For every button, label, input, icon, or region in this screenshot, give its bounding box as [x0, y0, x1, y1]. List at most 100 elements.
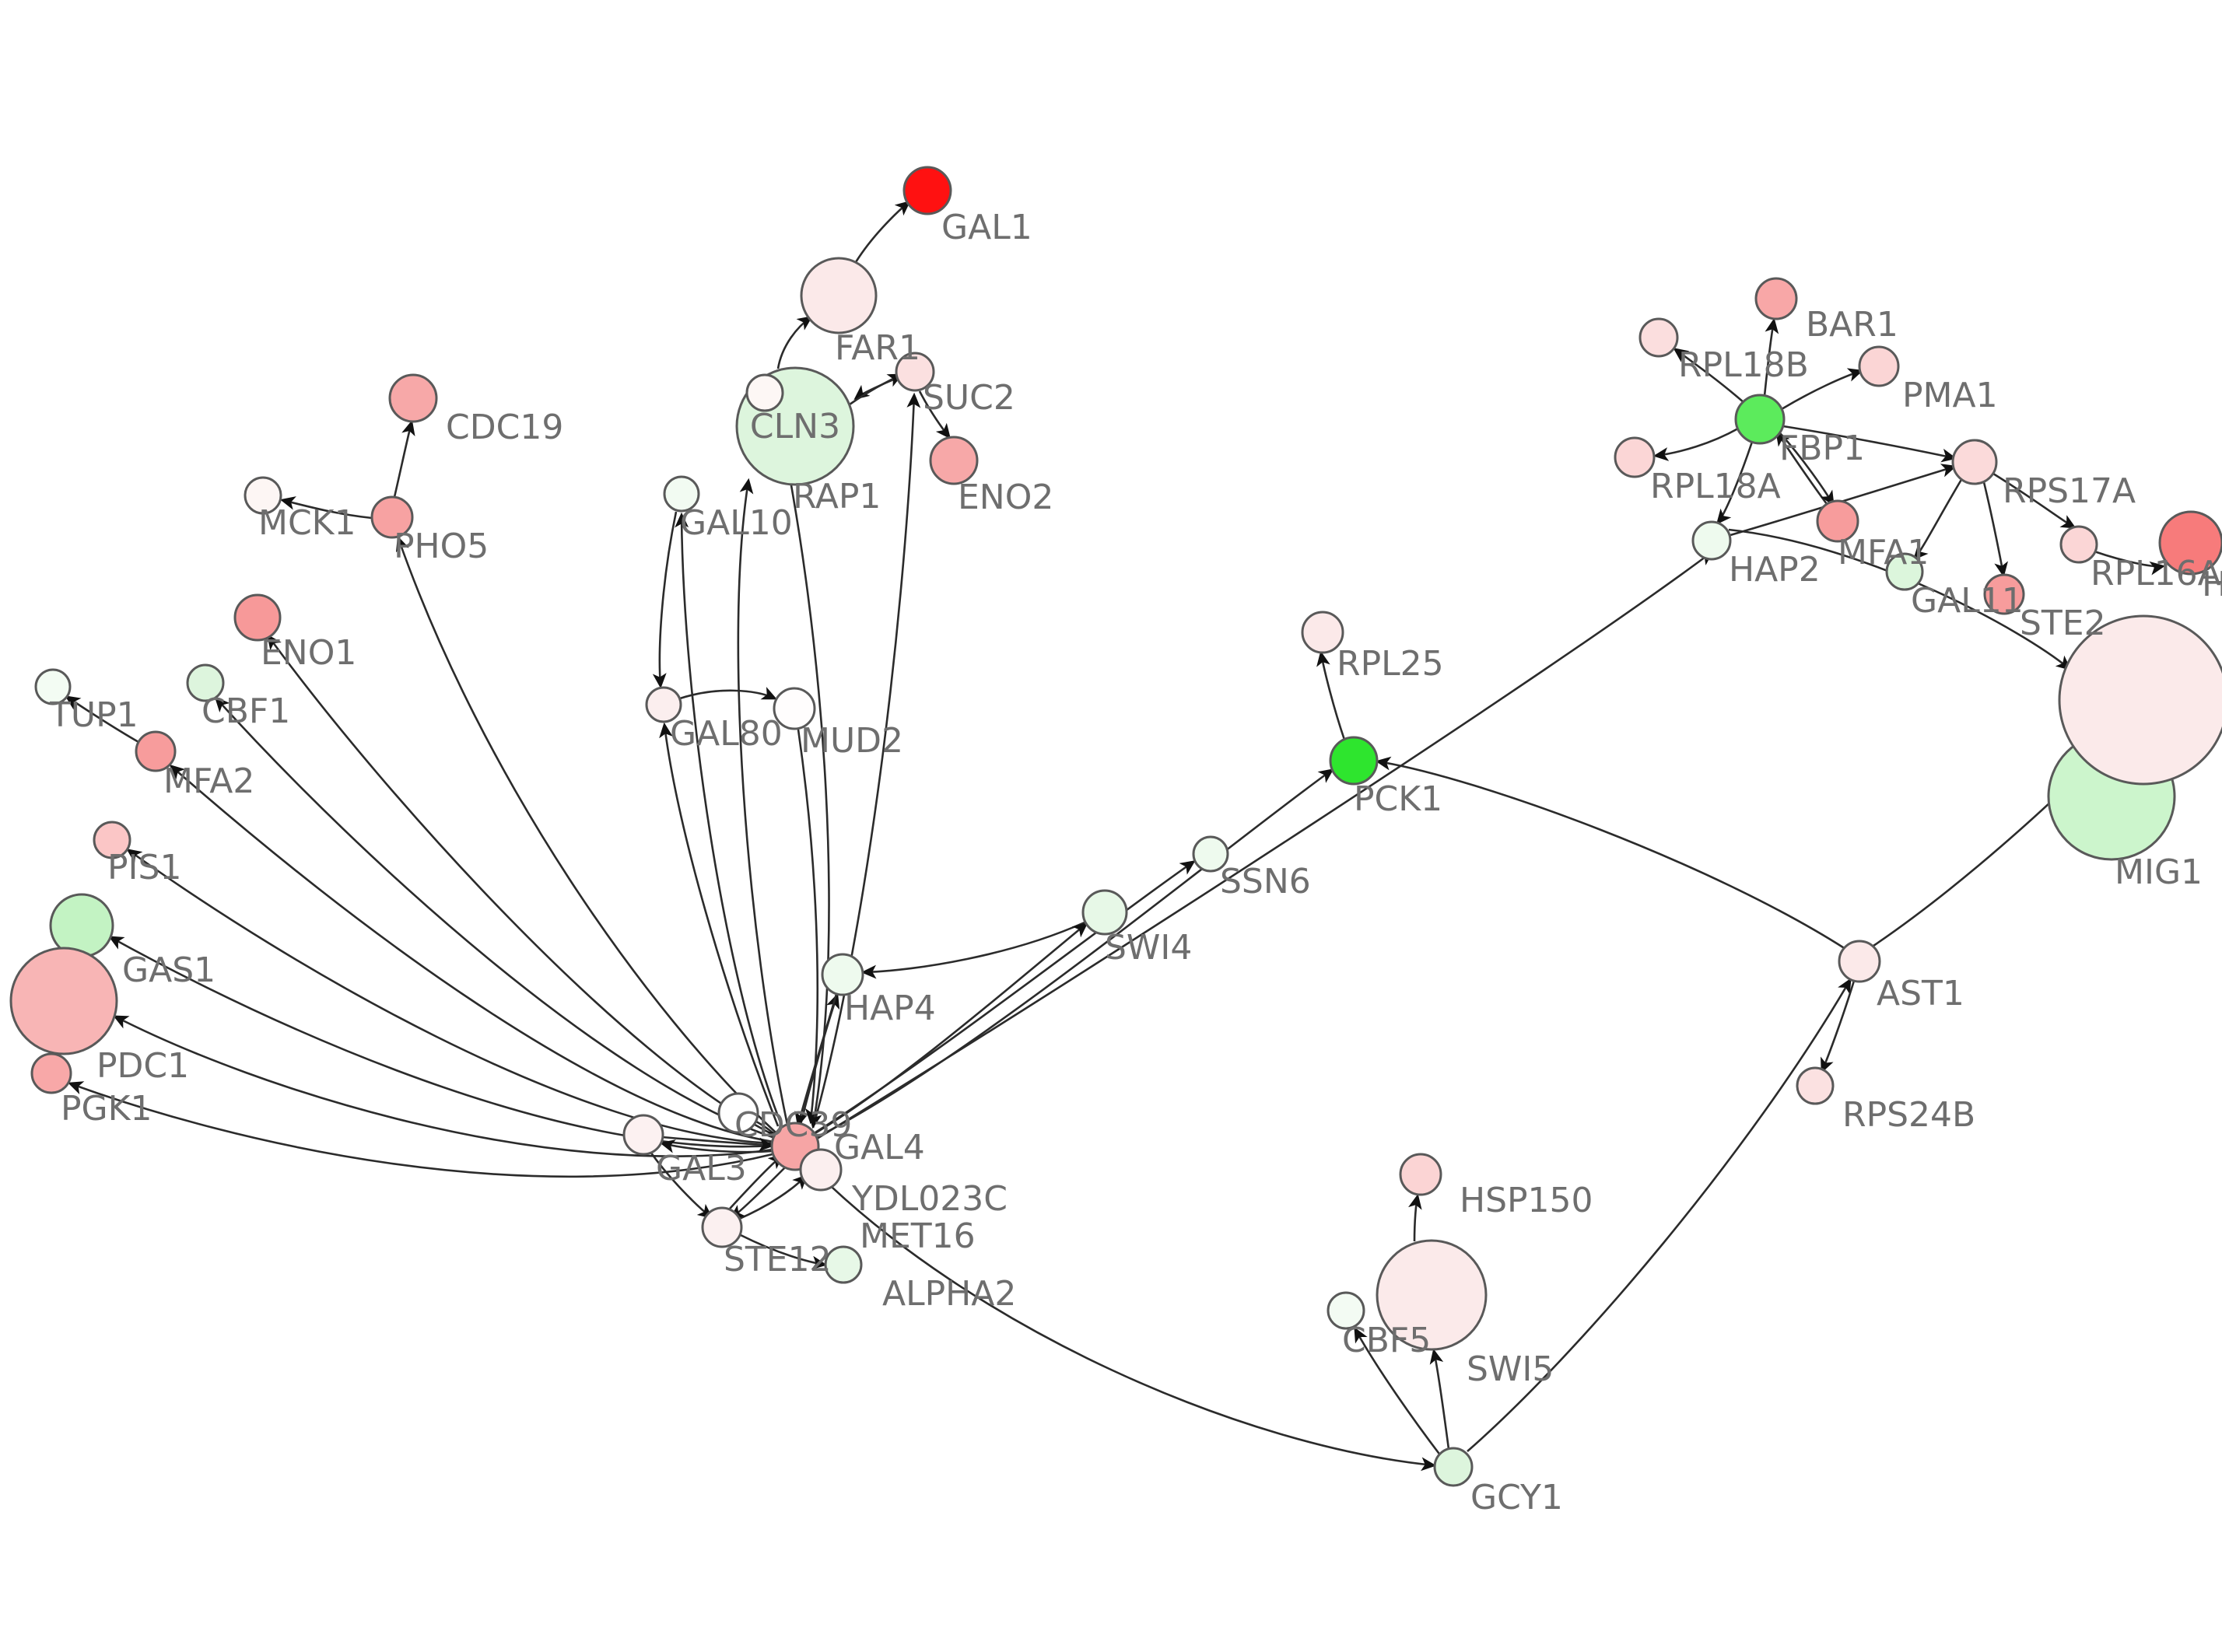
edge-fbp1-to-rps17a[interactable] — [1782, 425, 1957, 463]
node-swi5[interactable] — [1376, 1239, 1488, 1351]
node-rpl18a[interactable] — [1614, 436, 1656, 478]
edge-gal4-to-mfa2[interactable] — [169, 764, 774, 1143]
edge-gcy1-to-swi5[interactable] — [1429, 1348, 1450, 1450]
edge-gal4-to-pdc1[interactable] — [113, 1015, 773, 1157]
edge-gal4-to-cln3[interactable] — [737, 478, 789, 1125]
edge-gal80-to-mud2[interactable] — [679, 687, 777, 700]
edge-cln3-to-suc2[interactable] — [849, 373, 903, 406]
edge-pho5-to-cdc19[interactable] — [393, 419, 415, 498]
edge-mfa1-to-fbp1[interactable] — [1775, 430, 1828, 505]
node-swi4[interactable] — [1081, 889, 1128, 936]
edge-far1-to-gal1[interactable] — [854, 200, 911, 263]
edge-gal10-to-gal80[interactable] — [652, 511, 678, 689]
node-gal1[interactable] — [902, 166, 952, 215]
node-mud2[interactable] — [773, 687, 816, 730]
edge-ste12-to-ydl023c[interactable] — [737, 1174, 808, 1221]
node-tup1[interactable] — [34, 668, 72, 705]
node-ydl023c[interactable] — [799, 1148, 843, 1192]
edge-gcy1-to-ast1[interactable] — [1467, 978, 1852, 1452]
edge-gal4-to-eno1[interactable] — [267, 634, 774, 1136]
edge-gal4-to-gal3[interactable] — [659, 1139, 773, 1153]
node-eno2[interactable] — [929, 436, 979, 485]
node-mck1[interactable] — [244, 476, 282, 515]
nodes-group[interactable] — [9, 166, 2222, 1487]
edge-fbp1-to-rpl18b[interactable] — [1673, 348, 1745, 404]
edge-suc2-to-eno2[interactable] — [918, 390, 952, 439]
edge-mfa2-to-tup1[interactable] — [65, 695, 139, 744]
edge-pho5-to-mck1[interactable] — [279, 496, 373, 520]
node-far1[interactable] — [800, 257, 878, 334]
node-ssn6[interactable] — [1192, 835, 1229, 873]
node-eno1[interactable] — [233, 593, 282, 642]
edge-gal4-to-cbf1[interactable] — [214, 696, 773, 1139]
node-cdc39[interactable] — [717, 1092, 759, 1134]
edge-gal4-to-gal10[interactable] — [675, 512, 783, 1127]
node-rps24b[interactable] — [1796, 1066, 1835, 1105]
node-gal3[interactable] — [622, 1114, 664, 1156]
node-rps17a[interactable] — [1951, 439, 1998, 485]
edge-gal4-to-pgk1[interactable] — [67, 1081, 773, 1178]
edge-swi4-to-hap4[interactable] — [860, 921, 1085, 979]
node-pis1[interactable] — [93, 821, 131, 859]
node-gal80[interactable] — [645, 686, 682, 723]
node-gcy1[interactable] — [1433, 1447, 1474, 1487]
node-rpl18b[interactable] — [1638, 317, 1679, 358]
edge-gal4-to-swi4[interactable] — [813, 922, 1088, 1136]
node-hap2[interactable] — [1691, 520, 1732, 561]
node-ast1[interactable] — [1838, 940, 1881, 983]
edge-gal4-to-pis1[interactable] — [126, 849, 773, 1145]
edge-swi5-to-hsp150[interactable] — [1408, 1193, 1422, 1242]
node-suc2[interactable] — [895, 352, 935, 392]
node-hap4[interactable] — [821, 953, 864, 996]
edge-gal4-to-gal80[interactable] — [659, 722, 780, 1127]
node-fbp1[interactable] — [1734, 394, 1786, 445]
edge-fbp1-to-hap2[interactable] — [1716, 441, 1754, 525]
edge-ast1-to-pck1[interactable] — [1375, 756, 1846, 950]
node-mfa1[interactable] — [1816, 499, 1859, 543]
node-cbf1[interactable] — [186, 663, 225, 702]
edge-hap2-to-mcm1[interactable] — [1728, 528, 2072, 671]
node-gal11[interactable] — [1885, 552, 1924, 591]
edge-gal3-to-gal4[interactable] — [661, 1136, 775, 1152]
node-ste12[interactable] — [701, 1206, 743, 1248]
edge-pck1-to-rpl25[interactable] — [1316, 650, 1346, 740]
node-pma1[interactable] — [1858, 345, 1900, 387]
node-hsp150[interactable] — [1399, 1153, 1442, 1196]
edge-rps17a-to-gal11[interactable] — [1912, 478, 1964, 561]
edge-hap4-to-gal4[interactable] — [794, 993, 838, 1128]
node-rpl16a[interactable] — [2059, 525, 2098, 564]
edge-fbp1-to-bar1[interactable] — [1763, 317, 1779, 397]
edge-ste12-to-alpha2[interactable] — [740, 1234, 828, 1270]
node-cdc19[interactable] — [388, 373, 438, 423]
node-pho5[interactable] — [370, 495, 414, 539]
edge-gal4-to-ssn6[interactable] — [815, 860, 1196, 1134]
edge-gal4-to-pck1[interactable] — [816, 768, 1334, 1139]
edge-rps17a-to-rpl16a[interactable] — [1992, 472, 2077, 529]
node-rap1[interactable] — [745, 373, 784, 412]
edge-gal4-to-gcy1[interactable] — [808, 1164, 1437, 1472]
node-his4[interactable] — [2158, 510, 2222, 576]
node-ste2[interactable] — [1983, 573, 2025, 615]
edge-gal4-to-mig1[interactable] — [816, 551, 1714, 1140]
edge-ast1-to-rps24b[interactable] — [1821, 980, 1856, 1073]
edge-rpl16a-to-his4[interactable] — [2094, 550, 2166, 576]
node-alpha2[interactable] — [824, 1245, 863, 1284]
node-pdc1[interactable] — [9, 947, 118, 1055]
edge-hap2-to-rps17a[interactable] — [1730, 464, 1957, 537]
node-mfa2[interactable] — [135, 730, 177, 772]
edge-rps17a-to-ste2[interactable] — [1982, 481, 2008, 578]
edge-fbp1-to-mfa1[interactable] — [1779, 432, 1835, 506]
node-gal10[interactable] — [663, 475, 700, 513]
edge-gal4-to-suc2[interactable] — [811, 392, 921, 1129]
edge-gal4-to-pho5[interactable] — [395, 535, 776, 1133]
node-pck1[interactable] — [1329, 736, 1379, 786]
edge-mud2-to-gal4[interactable] — [797, 729, 819, 1125]
node-rpl25[interactable] — [1301, 611, 1344, 654]
node-mcm1[interactable] — [2058, 614, 2222, 786]
node-pgk1[interactable] — [30, 1052, 72, 1094]
edge-gcy1-to-cbf5[interactable] — [1354, 1327, 1442, 1457]
edge-fbp1-to-rpl18a[interactable] — [1652, 427, 1739, 461]
edge-rap1-to-gal4[interactable] — [775, 409, 830, 1129]
edge-fbp1-to-pma1[interactable] — [1781, 368, 1864, 411]
